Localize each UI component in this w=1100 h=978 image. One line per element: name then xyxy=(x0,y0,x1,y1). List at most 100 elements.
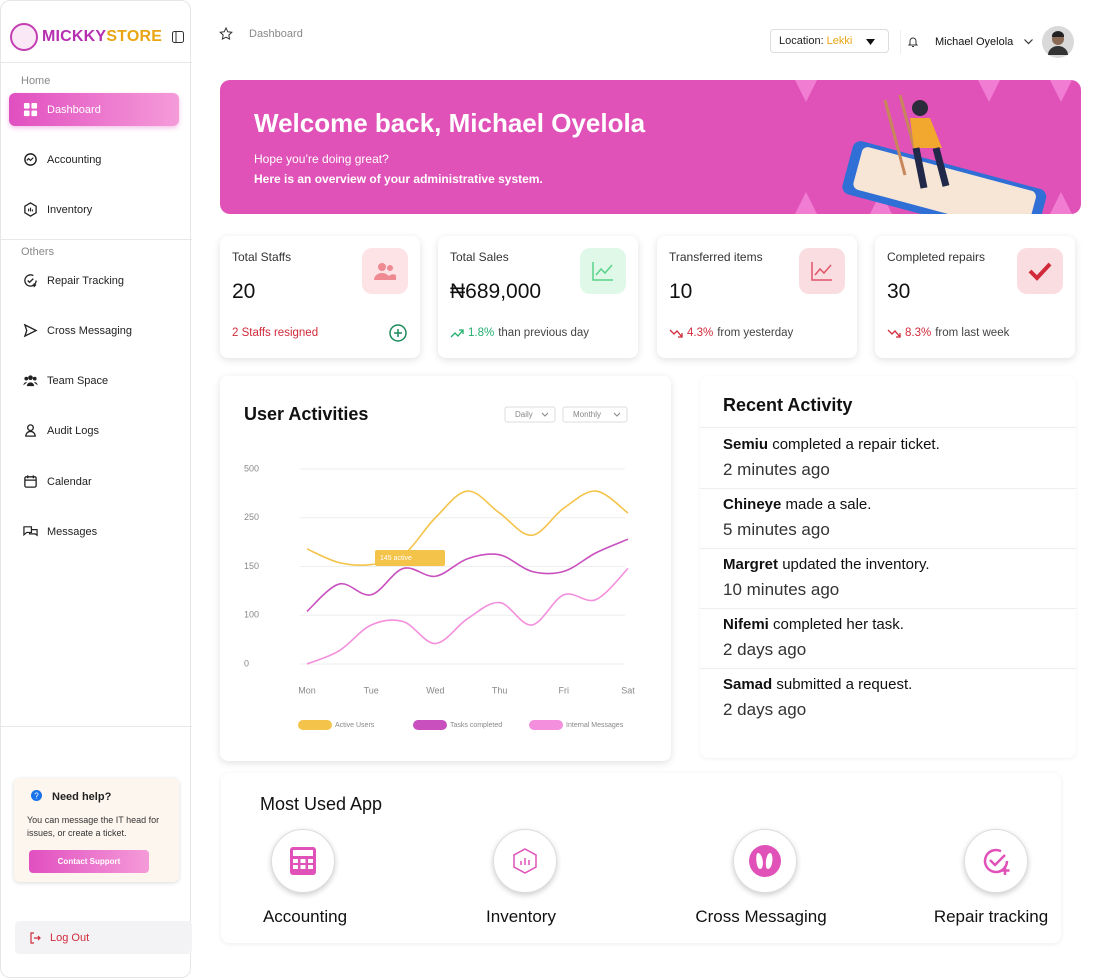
nav-icon xyxy=(24,274,37,288)
tooltip-label: 145 active xyxy=(380,555,412,562)
stat-note: 8.3% from last week xyxy=(887,327,1009,339)
activity-action: made a sale. xyxy=(785,496,872,513)
nav-item[interactable]: Accounting xyxy=(9,143,179,176)
app-icon[interactable] xyxy=(271,829,335,893)
apps-title: Most Used App xyxy=(260,794,383,814)
activity-actor: Nifemi xyxy=(723,616,769,633)
banner-line: Hope you’re doing great? xyxy=(254,152,389,166)
activity-separator xyxy=(700,608,1076,609)
svg-text:?: ? xyxy=(34,792,39,801)
stat-change: 4.3% xyxy=(687,327,714,339)
trend-down-icon xyxy=(669,329,683,338)
nav-item[interactable]: Audit Logs xyxy=(9,414,179,447)
activity-text[interactable]: Margret updated the inventory. xyxy=(723,556,930,573)
brand-second: STORE xyxy=(106,28,163,45)
banner-decoration xyxy=(795,80,1072,214)
nav-item[interactable]: Inventory xyxy=(9,193,179,226)
app-label: Inventory xyxy=(486,907,556,926)
nav-icon xyxy=(23,526,38,537)
activity-actor: Samad xyxy=(723,676,773,693)
stat-change: 8.3% xyxy=(905,327,932,339)
nav-item[interactable]: Dashboard xyxy=(9,93,179,126)
activity-text[interactable]: Chineye made a sale. xyxy=(723,496,871,513)
notification-icon[interactable] xyxy=(907,36,919,48)
logo xyxy=(10,23,38,51)
user-menu-arrow[interactable] xyxy=(1024,39,1033,45)
divider xyxy=(1,62,192,63)
app-label: Repair tracking xyxy=(933,907,1049,926)
nav-item[interactable]: Messages xyxy=(9,515,179,548)
filter-arrow xyxy=(613,412,621,417)
y-tick-label: 100 xyxy=(244,610,259,620)
stat-value: ₦689,000 xyxy=(450,280,542,303)
stat-note: 2 Staffs resigned xyxy=(232,327,319,339)
help-title: Need help? xyxy=(52,791,112,803)
activity-time: 2 minutes ago xyxy=(723,460,830,479)
logout-button[interactable]: Log Out xyxy=(15,921,192,954)
favorite-icon[interactable] xyxy=(219,27,233,41)
nav-icon xyxy=(23,375,38,387)
stat-change: 1.8% xyxy=(468,327,495,339)
help-icon: ? xyxy=(31,790,42,801)
activity-text[interactable]: Samad submitted a request. xyxy=(723,676,912,693)
brand[interactable]: MICKKYSTORE xyxy=(42,28,162,46)
stat-card: Total Staffs 20 2 Staffs resigned xyxy=(220,236,420,358)
section-title: Others xyxy=(21,246,55,258)
location-select[interactable]: Location: Lekki xyxy=(770,29,889,53)
y-tick-label: 150 xyxy=(244,561,259,571)
activity-actor: Chineye xyxy=(723,496,782,513)
legend-swatch xyxy=(529,720,563,730)
x-tick-label: Fri xyxy=(559,685,570,695)
user-name[interactable]: Michael Oyelola xyxy=(935,36,1014,48)
banner-line: Here is an overview of your administrati… xyxy=(254,172,543,186)
app-icon[interactable] xyxy=(493,829,557,893)
legend-label: Tasks completed xyxy=(450,722,502,729)
nav-item[interactable]: Calendar xyxy=(9,465,179,498)
add-icon[interactable] xyxy=(389,324,407,342)
avatar[interactable] xyxy=(1042,26,1074,58)
x-tick-label: Mon xyxy=(298,685,316,695)
stat-icon xyxy=(362,248,408,294)
nav-label: Messages xyxy=(47,525,98,538)
activity-action: completed her task. xyxy=(773,616,904,633)
app-icon[interactable] xyxy=(733,829,797,893)
help-text: You can message the IT head for issues, … xyxy=(27,815,160,838)
x-tick-label: Thu xyxy=(492,685,508,695)
series-line xyxy=(306,538,629,612)
legend-label: Active Users xyxy=(335,722,375,729)
activity-title: Recent Activity xyxy=(723,395,853,415)
filter-dropdown[interactable] xyxy=(504,406,556,423)
apps-card: Most Used App Accounting Inventory Cross… xyxy=(221,773,1061,943)
location-value: Lekki xyxy=(826,35,853,47)
stat-icon xyxy=(799,248,845,294)
activity-card: Recent Activity Semiu completed a repair… xyxy=(700,376,1076,758)
filter-label: Daily xyxy=(515,410,533,419)
app-icon[interactable] xyxy=(964,829,1028,893)
nav-label: Audit Logs xyxy=(47,424,99,437)
app-label: Cross Messaging xyxy=(695,907,827,926)
stat-note-text: than previous day xyxy=(498,327,590,339)
breadcrumb[interactable]: Dashboard xyxy=(249,28,303,40)
nav-item[interactable]: Repair Tracking xyxy=(9,264,179,297)
logout-icon xyxy=(30,931,41,944)
filter-dropdown[interactable] xyxy=(562,406,628,423)
nav-icon xyxy=(24,202,37,217)
trend-up-icon xyxy=(450,328,464,337)
chart-title: User Activities xyxy=(244,404,368,424)
stat-value: 20 xyxy=(232,280,256,303)
activity-action: submitted a request. xyxy=(776,676,913,693)
nav-item[interactable]: Cross Messaging xyxy=(9,314,179,347)
contact-support-button[interactable]: Contact Support xyxy=(29,850,149,873)
nav-item[interactable]: Team Space xyxy=(9,364,179,397)
y-tick-label: 250 xyxy=(244,512,259,522)
activity-text[interactable]: Nifemi completed her task. xyxy=(723,616,904,633)
y-tick-label: 500 xyxy=(244,463,259,473)
stat-value: 10 xyxy=(669,280,693,303)
activity-separator xyxy=(700,668,1076,669)
activity-text[interactable]: Semiu completed a repair ticket. xyxy=(723,436,940,453)
chart: User Activities Daily Monthly 0 100 150 250 50… xyxy=(244,404,635,730)
nav-icon xyxy=(23,102,38,117)
stat-icon xyxy=(1017,248,1063,294)
sidebar-toggle[interactable] xyxy=(172,31,184,43)
